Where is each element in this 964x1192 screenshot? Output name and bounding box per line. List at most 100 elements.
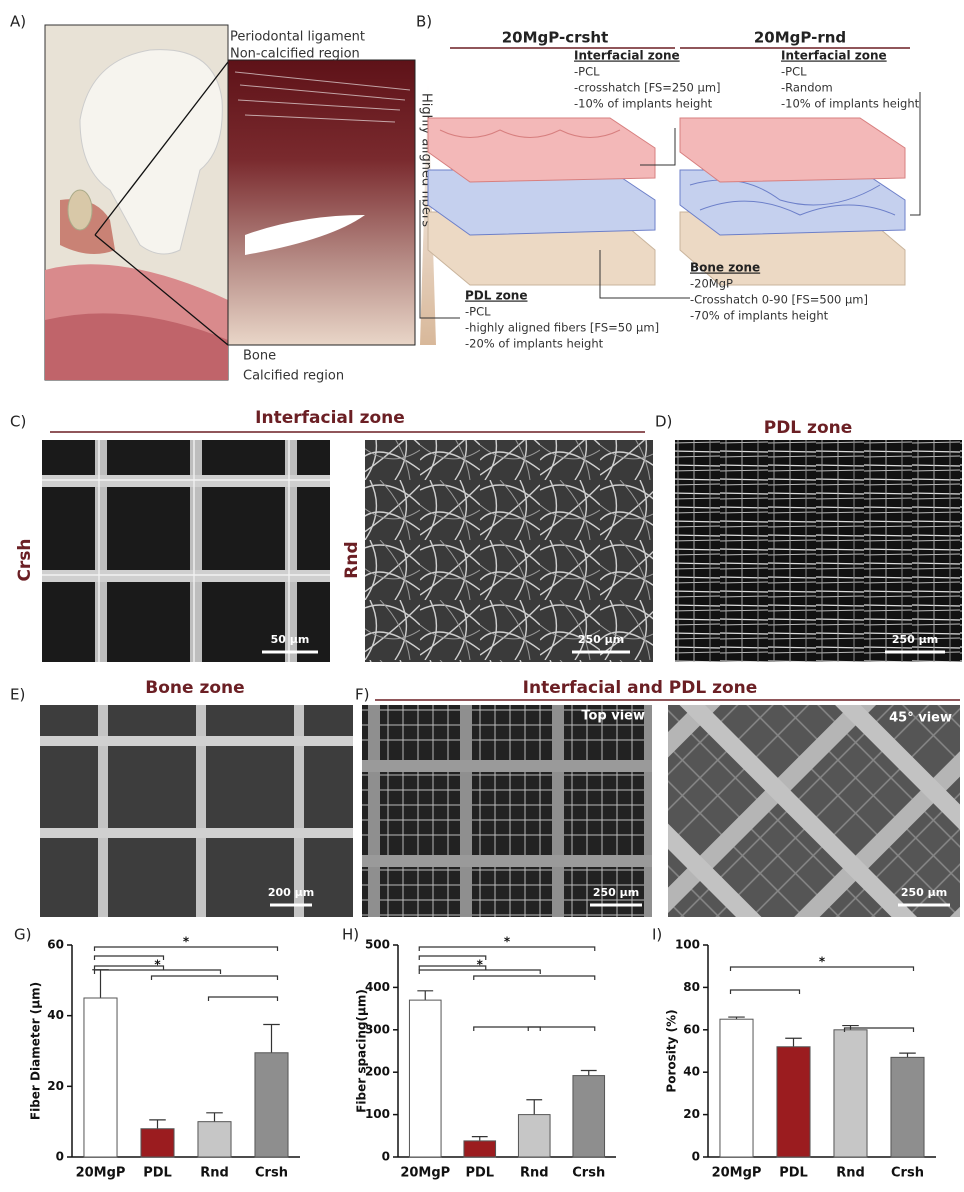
y-tick-label: 80 [683,980,700,994]
y-tick-label: 200 [365,1065,390,1079]
panel-title: Interfacial and PDL zone [523,678,758,698]
zone-heading: PDL zone [465,289,528,303]
significance-bracket [729,966,915,971]
panel-label: F) [355,686,369,704]
zone-detail: -20MgP [690,277,733,291]
annotation: Bone [243,349,276,364]
zone-detail: -20% of implants height [465,337,604,351]
column-title: 20MgP-crsht [502,29,609,47]
panel-label: E) [10,686,25,704]
image-label: Crsh [15,538,35,581]
significance-bracket [473,975,596,980]
y-tick-label: 40 [47,1008,64,1022]
zone-detail: -Crosshatch 0-90 [FS=500 μm] [690,293,868,307]
significance-bracket [473,1026,541,1031]
significance-bracket [418,965,487,970]
significance-bracket [418,969,541,974]
column-title: 20MgP-rnd [754,29,846,47]
significance-bracket [207,996,279,1001]
x-tick-label: Rnd [836,1166,865,1181]
significance-bracket [150,975,279,980]
y-tick-label: 60 [47,938,64,952]
scaffold-schematic [419,92,921,319]
zone-detail: -PCL [574,65,600,79]
zone-detail: -10% of implants height [574,97,713,111]
panel-label: C) [10,413,26,431]
zone-detail: -crosshatch [FS=250 μm] [574,81,721,95]
scale-text: 250 μm [578,633,624,646]
x-tick-label: 20MgP [712,1166,762,1181]
panel-label: I) [652,926,662,944]
bar [572,1075,606,1158]
view-label: Top view [581,709,645,724]
zone-detail: -70% of implants height [690,309,829,323]
significance-bracket [418,955,487,960]
annotation: Calcified region [243,369,344,384]
bar [197,1121,232,1158]
bar [517,1114,551,1158]
zone-detail: -10% of implants height [781,97,920,111]
sem-image [42,440,330,662]
x-tick-label: Crsh [255,1166,288,1181]
x-tick-label: Rnd [200,1166,229,1181]
y-tick-label: 60 [683,1022,700,1036]
annotation: Periodontal ligament [230,30,365,45]
significance-bracket [93,955,165,960]
scale-text: 250 μm [901,886,947,899]
significance-mark: * [819,955,826,969]
scale-text: 200 μm [268,886,314,899]
scale-text: 250 μm [593,886,639,899]
significance-bracket [527,1026,596,1031]
bar [83,997,118,1158]
sem-image [365,440,653,662]
bar [463,1140,497,1158]
bar [408,999,442,1158]
x-tick-label: 20MgP [400,1166,450,1181]
significance-mark: * [154,958,161,972]
panel-title: Bone zone [145,678,244,698]
y-tick-label: 100 [675,938,700,952]
y-tick-label: 0 [382,1150,390,1164]
x-tick-label: PDL [465,1166,494,1181]
significance-bracket [93,946,279,951]
zone-detail: -Random [781,81,833,95]
bar [890,1056,925,1158]
y-tick-label: 400 [365,980,390,994]
y-axis-label: Fiber Diameter (μm) [29,982,43,1120]
scale-text: 50 μm [271,633,310,646]
bar [719,1018,754,1158]
panel-label: B) [416,13,432,31]
significance-mark: * [183,935,190,949]
scale-text: 250 μm [892,633,938,646]
zone-heading: Bone zone [690,261,760,275]
y-tick-label: 300 [365,1022,390,1036]
y-tick-label: 40 [683,1065,700,1079]
y-axis-label: Fiber spacing(μm) [355,989,369,1113]
panel-label: G) [14,926,31,944]
zone-heading: Interfacial zone [574,49,680,63]
significance-bracket [729,989,801,994]
significance-bracket [93,965,165,970]
zone-detail: -PCL [781,65,807,79]
zone-detail: -PCL [465,305,491,319]
x-tick-label: Rnd [520,1166,549,1181]
bar [833,1029,868,1158]
panel-label: H) [342,926,359,944]
sem-image [675,440,962,662]
zone-heading: Interfacial zone [781,49,887,63]
bar [254,1052,289,1158]
y-tick-label: 500 [365,938,390,952]
tooth-illustration [44,24,229,381]
y-tick-label: 100 [365,1107,390,1121]
x-tick-label: Crsh [891,1166,924,1181]
panel-title: PDL zone [764,418,853,438]
sem-image [362,705,652,917]
significance-bracket [418,946,596,951]
y-axis-label: Porosity (%) [665,1009,679,1092]
bar [140,1128,175,1158]
significance-bracket [843,1027,915,1032]
x-tick-label: PDL [779,1166,808,1181]
sem-image [40,705,353,917]
x-tick-label: Crsh [572,1166,605,1181]
